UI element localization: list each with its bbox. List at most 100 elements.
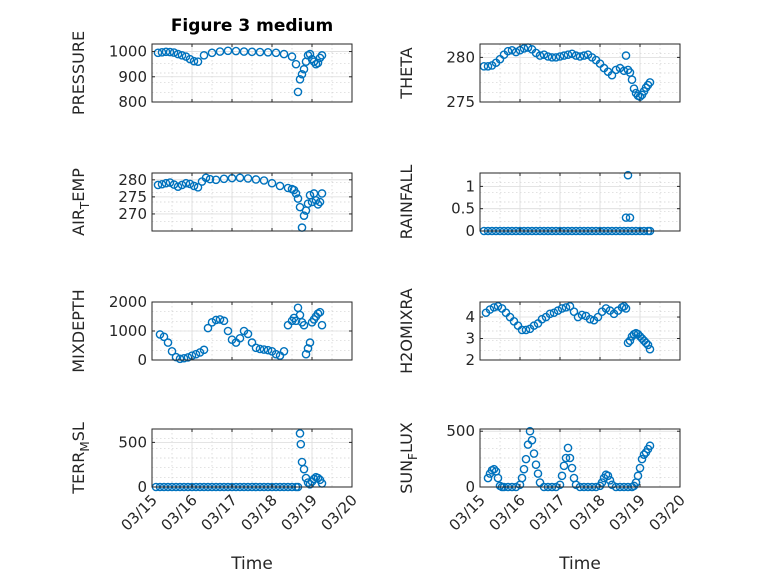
y-axis-label-subscript: M [78, 441, 92, 451]
y-axis-label-part: AIR [69, 209, 88, 236]
axes-frame [151, 172, 353, 232]
data-point [259, 176, 269, 185]
y-tick-label: 280 [118, 171, 147, 189]
data-point [219, 174, 229, 184]
series-markers [153, 173, 327, 232]
data-point [621, 304, 631, 313]
data-point [603, 471, 613, 481]
y-tick-label: 900 [118, 68, 147, 86]
data-point [207, 48, 217, 58]
data-point [211, 175, 221, 185]
data-point [557, 471, 567, 481]
data-point [175, 354, 185, 364]
data-point [165, 47, 175, 57]
data-point [585, 314, 595, 324]
y-tick-label: 0 [465, 478, 475, 496]
data-point [173, 49, 183, 59]
data-point [271, 48, 281, 58]
data-point [535, 51, 545, 60]
data-point [317, 189, 327, 198]
data-point [185, 54, 195, 64]
series-markers [153, 46, 327, 97]
data-point [517, 473, 527, 483]
data-point [547, 53, 557, 62]
data-point [563, 443, 573, 453]
data-point [271, 349, 281, 359]
data-point [167, 346, 177, 356]
data-point [517, 325, 527, 335]
data-point [621, 51, 631, 60]
data-point [157, 179, 167, 189]
data-point [521, 325, 531, 335]
data-point [297, 69, 307, 79]
data-point [507, 45, 517, 55]
data-point [161, 47, 171, 57]
data-point [243, 174, 253, 183]
data-point [251, 175, 261, 184]
data-point [565, 453, 575, 463]
axes-frame [479, 428, 681, 488]
data-point [623, 170, 633, 180]
chart-title: Figure 3 medium [171, 16, 333, 36]
data-point [643, 340, 653, 350]
data-point [575, 52, 585, 61]
y-axis-label: TERRMSL [69, 422, 92, 495]
data-point [201, 173, 211, 183]
data-point [291, 316, 301, 326]
data-point [529, 449, 539, 458]
data-point [205, 174, 215, 184]
data-point [315, 53, 325, 63]
x-axis-label: Time [230, 554, 273, 574]
data-point [153, 48, 163, 58]
data-point [293, 87, 303, 97]
data-point [489, 464, 499, 474]
data-point [317, 51, 327, 60]
data-point [597, 478, 607, 487]
data-point [299, 464, 309, 474]
data-point [199, 345, 209, 355]
data-point [561, 453, 571, 463]
y-tick-label: 3 [465, 330, 475, 348]
data-point [303, 344, 313, 353]
data-point [301, 473, 311, 483]
data-point [199, 51, 209, 60]
data-point [561, 303, 571, 312]
data-point [627, 75, 637, 84]
data-point [645, 344, 655, 354]
data-point [223, 46, 233, 56]
series-markers [155, 303, 327, 364]
data-point [159, 332, 169, 342]
y-axis-label-subscript: T [78, 201, 92, 210]
data-point [279, 49, 289, 59]
data-point [637, 454, 647, 464]
data-point [607, 70, 617, 80]
data-point [313, 58, 323, 68]
data-point [231, 46, 241, 56]
data-point [623, 338, 633, 348]
data-point [247, 47, 257, 57]
data-point [313, 200, 323, 209]
axes-pressure: 800 900 1000 PRESSURE Figure 3 medium [69, 16, 353, 115]
data-point [641, 338, 651, 348]
y-axis-label-part: LUX [397, 422, 416, 453]
data-point [545, 309, 555, 319]
data-point [255, 344, 265, 354]
data-point [295, 75, 305, 84]
data-point [275, 181, 285, 191]
data-point [299, 64, 309, 74]
y-axis-label: PRESSURE [69, 31, 88, 115]
y-tick-label: 0 [137, 478, 147, 496]
data-point [569, 307, 579, 316]
data-point [309, 474, 319, 484]
data-point [239, 47, 249, 56]
data-point [551, 53, 561, 62]
data-point [211, 315, 221, 325]
data-point [313, 309, 323, 318]
data-point [315, 307, 325, 317]
y-tick-label: 2 [465, 351, 475, 369]
data-point [493, 473, 503, 483]
y-tick-label: 500 [118, 433, 147, 451]
data-point [593, 312, 603, 322]
data-point [263, 48, 273, 57]
